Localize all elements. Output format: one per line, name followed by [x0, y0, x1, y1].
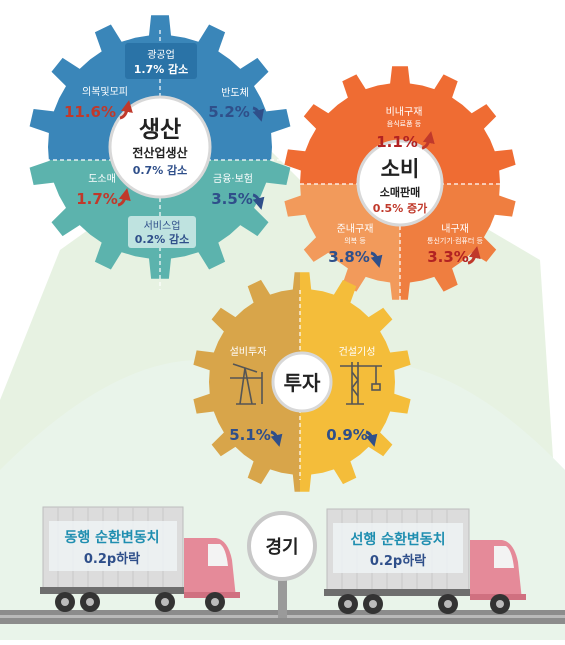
investment-hub: [271, 351, 333, 413]
semidurable-value: 3.8%: [328, 248, 370, 266]
leading-value: 0.2p하락: [370, 553, 426, 569]
production-total-value: 0.7% 감소: [133, 163, 188, 177]
wholesale-label: 도소매: [88, 173, 116, 185]
consumption-hub: [356, 139, 444, 227]
nondurable-label: 비내구재: [386, 106, 423, 118]
nondurable-up-arrow-icon: [421, 131, 435, 150]
durable-label: 내구재: [441, 223, 469, 235]
apparel-label: 의복및모피: [82, 86, 128, 98]
mining-label: 광공업: [147, 48, 175, 61]
nondurable-sublabel: 음식료품 등: [387, 119, 422, 128]
investment-title: 투자: [284, 371, 321, 395]
wholesale-value: 1.7%: [76, 190, 118, 208]
oil-pump-icon: [230, 363, 263, 405]
semiconductor-value: 5.2%: [208, 103, 250, 121]
services-label: 서비스업: [144, 219, 181, 232]
nondurable-value: 1.1%: [376, 133, 418, 151]
semiconductor-label: 반도체: [221, 87, 249, 99]
semidurable-down-arrow-icon: [370, 251, 383, 268]
equipment-label: 설비투자: [230, 346, 267, 358]
sign-pole: [278, 572, 287, 618]
consumption-title: 소비: [381, 157, 420, 181]
finance-label: 금융·보험: [213, 173, 253, 185]
equipment-down-arrow-icon: [270, 430, 283, 447]
semiconductor-down-arrow-icon: [252, 106, 265, 122]
equipment-value: 5.1%: [229, 426, 271, 444]
finance-value: 3.5%: [211, 190, 253, 208]
mining-value: 1.7% 감소: [134, 62, 189, 76]
semidurable-label: 준내구재: [337, 223, 374, 235]
apparel-up-arrow-icon: [119, 100, 133, 120]
right-truck: 선행 순환변동치 0.2p하락: [324, 508, 526, 614]
services-label-box: [128, 216, 196, 248]
services-value: 0.2% 감소: [135, 232, 190, 246]
consumption-total-label: 소매판매: [380, 185, 420, 199]
durable-value: 3.3%: [427, 248, 469, 266]
apparel-value: 11.6%: [64, 103, 116, 121]
finance-down-arrow-icon: [252, 193, 265, 210]
construction-value: 0.9%: [326, 426, 368, 444]
economy-sign: 경기: [247, 511, 317, 618]
production-title: 생산: [139, 117, 181, 143]
economy-title: 경기: [265, 537, 298, 558]
economy-sign-circle: [247, 511, 317, 581]
consumption-total-value: 0.5% 증가: [373, 201, 428, 215]
construction-down-arrow-icon: [365, 430, 378, 447]
leading-label: 선행 순환변동치: [350, 531, 445, 548]
semidurable-sublabel: 의복 등: [344, 236, 366, 245]
coincident-value: 0.2p하락: [84, 551, 140, 567]
production-total-label: 전산업생산: [132, 145, 187, 160]
durable-up-arrow-icon: [467, 246, 481, 265]
wholesale-up-arrow-icon: [117, 188, 131, 207]
production-hub: [108, 95, 212, 199]
durable-sublabel: 통신기기·컴퓨터 등: [427, 236, 484, 245]
mining-label-box: [125, 43, 197, 79]
crane-icon: [340, 362, 382, 405]
construction-label: 건설기성: [339, 346, 376, 358]
left-truck: 동행 순환변동치 0.2p하락: [40, 506, 240, 612]
coincident-label: 동행 순환변동치: [64, 529, 159, 546]
